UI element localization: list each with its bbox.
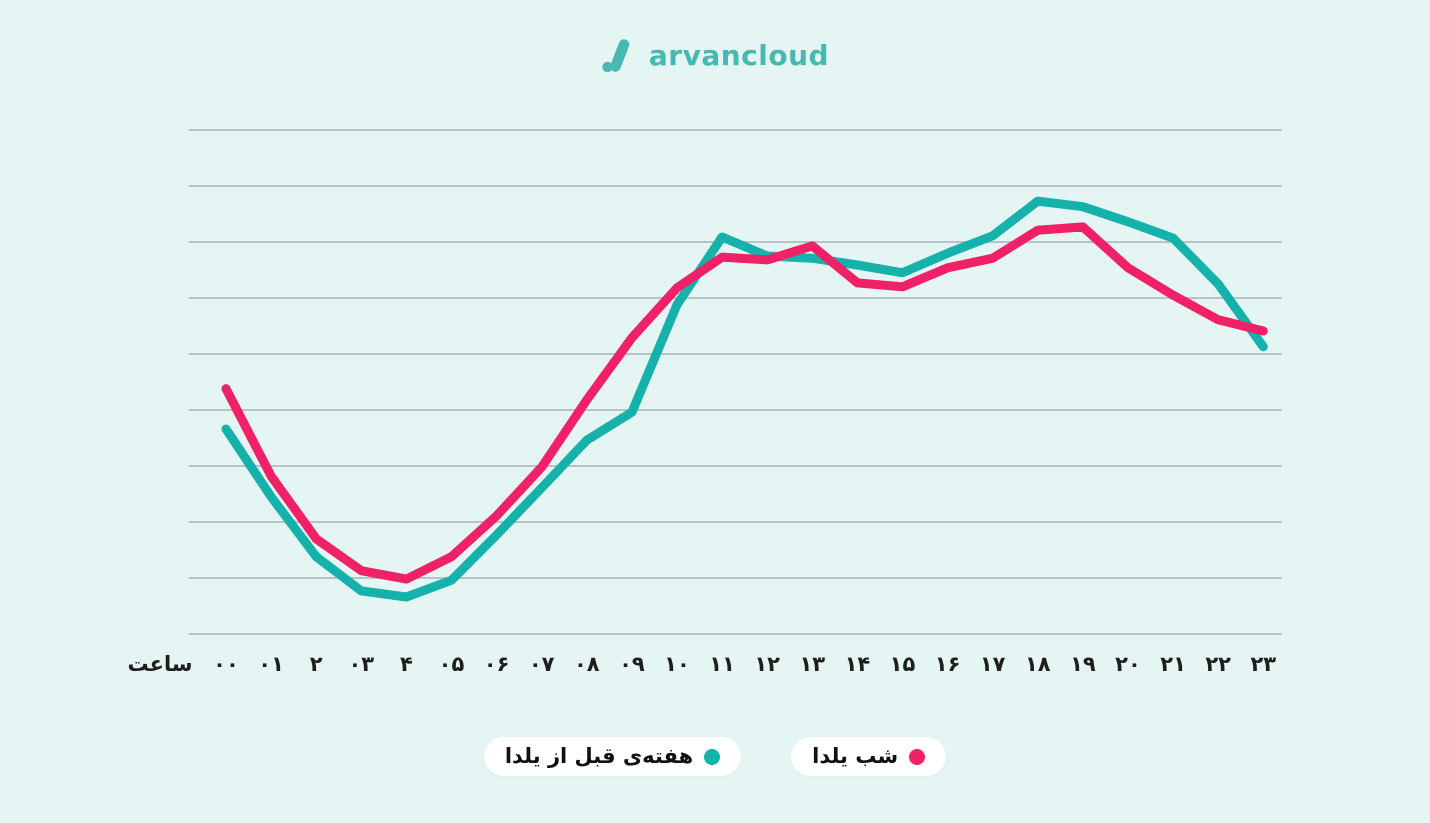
x-tick-12: ۱۲ — [754, 652, 780, 676]
x-tick-21: ۲۱ — [1160, 652, 1186, 676]
x-tick-2: ۲ — [309, 652, 323, 676]
x-tick-11: ۱۱ — [709, 652, 735, 676]
x-tick-1: ۰۱ — [258, 652, 284, 676]
arvancloud-logo-text: arvancloud — [648, 39, 830, 72]
legend-label-week-before-yalda: هفته‌ی قبل از یلدا — [504, 744, 694, 768]
pink-series-dot-icon — [909, 748, 926, 765]
x-tick-18: ۱۸ — [1024, 652, 1051, 676]
x-tick-19: ۱۹ — [1070, 652, 1096, 676]
x-tick-3: ۰۳ — [348, 652, 375, 676]
legend-item-week-before-yalda: هفته‌ی قبل از یلدا — [483, 737, 742, 776]
x-tick-20: ۲۰ — [1115, 652, 1141, 676]
series-line-week-before-yalda — [221, 196, 1268, 602]
gridlines — [189, 129, 1282, 635]
x-tick-17: ۱۷ — [979, 652, 1006, 676]
series-lines — [221, 196, 1268, 602]
x-tick-8: ۰۸ — [573, 652, 600, 676]
x-tick-16: ۱۶ — [934, 652, 961, 676]
x-tick-15: ۱۵ — [889, 652, 916, 676]
arvancloud-logo-icon — [602, 39, 630, 73]
x-tick-7: ۰۷ — [528, 652, 555, 676]
x-tick-5: ۰۵ — [438, 652, 465, 676]
x-tick-6: ۰۶ — [483, 652, 510, 676]
x-tick-13: ۱۳ — [799, 652, 826, 676]
x-tick-23: ۲۳ — [1250, 652, 1277, 676]
x-axis-title: ساعت — [127, 652, 193, 676]
series-line-yalda-night — [221, 222, 1268, 584]
x-tick-22: ۲۲ — [1205, 652, 1231, 676]
legend-label-yalda-night: شب یلدا — [812, 744, 899, 768]
x-tick-9: ۰۹ — [619, 652, 645, 676]
x-tick-10: ۱۰ — [664, 652, 690, 676]
legend: هفته‌ی قبل از یلدا شب یلدا — [0, 737, 1430, 776]
teal-series-dot-icon — [704, 748, 721, 765]
arvancloud-logo: arvancloud — [0, 36, 1430, 76]
x-tick-4: ۴ — [399, 652, 413, 676]
legend-item-yalda-night: شب یلدا — [791, 737, 947, 776]
x-tick-14: ۱۴ — [844, 652, 871, 676]
x-tick-0: ۰۰ — [213, 652, 239, 676]
x-axis: ساعت ۰۰ ۰۱ ۲ ۰۳ ۴ ۰۵ ۰۶ ۰۷ ۰۸ ۰۹ ۱۰ ۱۱ ۱۲ ۱۳ ۱۴ ۱۵ ۱۶ ۱۷ ۱… — [0, 649, 1430, 679]
